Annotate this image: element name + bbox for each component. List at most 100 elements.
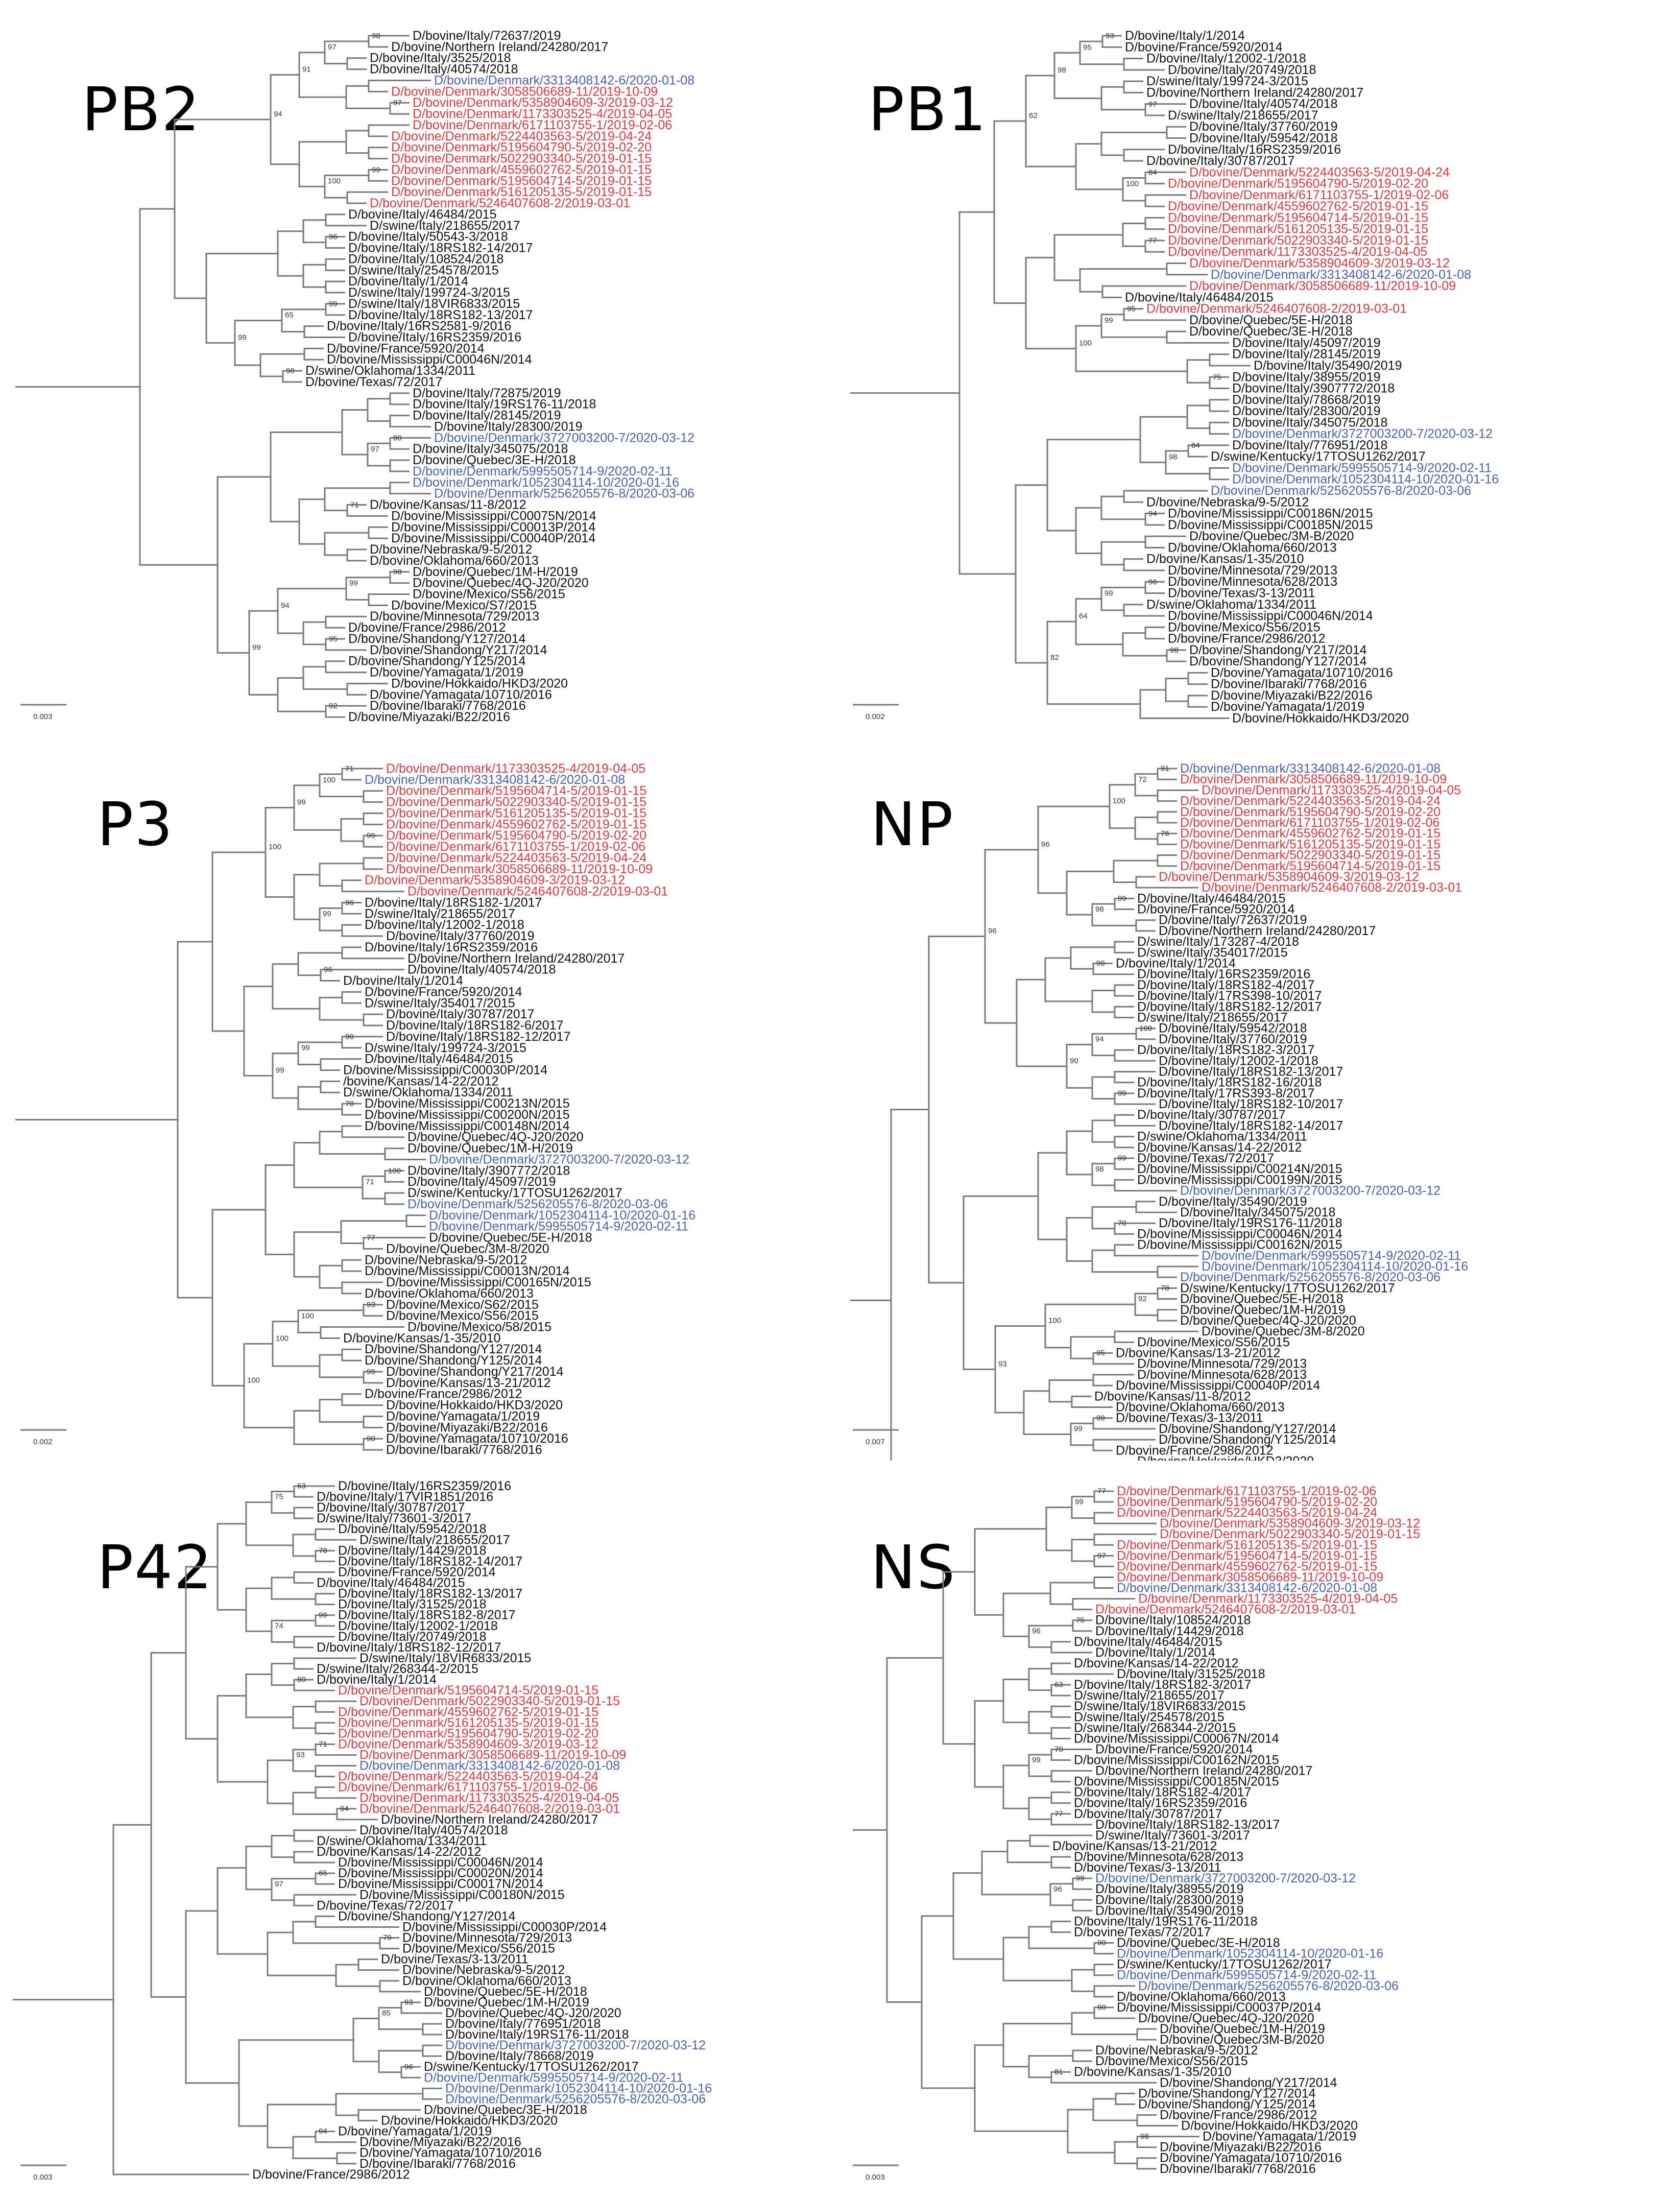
leaf-label: D/bovine/Ibaraki/7768/2016	[1160, 2162, 1316, 2176]
bootstrap-value: 96	[345, 898, 354, 907]
leaf-label: D/bovine/Mississippi/C00200N/2015	[365, 1108, 570, 1122]
leaf-label: D/bovine/Denmark/5256205576-8/2020-03-06	[434, 487, 694, 501]
leaf-label: D/bovine/Denmark/5995505714-9/2020-02-11	[1202, 1249, 1461, 1263]
bootstrap-value: 99	[1096, 1414, 1105, 1422]
bootstrap-value: 94	[274, 110, 282, 118]
leaf-label: D/bovine/Denmark/3727003200-7/2020-03-12	[434, 431, 694, 445]
leaf-label: D/bovine/Hokkaido/HKD3/2020	[1137, 1454, 1314, 1461]
tree-panel-np: NP 91 76 99 99 100 99 99 70 78 95 99 93 72 98 94 98 92 99 1…	[840, 725, 1680, 1461]
leaf-label: D/swine/Kentucky/17TOSU1262/2017	[1180, 1281, 1395, 1295]
leaf-label: D/bovine/Italy/16RS2359/2016	[1074, 1796, 1247, 1810]
tree-diagram: 77 97 75 63 70 77 99 90 90 81 98 99 96 99 96 D/bovine/D…	[853, 1484, 1420, 2182]
scale-bar-label: 0.003	[33, 2173, 53, 2182]
leaf-label: D/bovine/Miyazaki/B22/2016	[1211, 688, 1373, 703]
leaf-label: D/bovine/Shandong/Y217/2014	[370, 643, 547, 657]
leaf-label: D/bovine/Mississippi/C00030P/2014	[343, 1063, 547, 1077]
leaf-label: D/bovine/France/2986/2012	[348, 620, 506, 635]
leaf-label: D/bovine/Kansas/11-8/2012	[370, 498, 526, 512]
leaf-label: D/bovine/Italy/345075/2018	[1232, 415, 1387, 429]
leaf-label: D/bovine/Texas/72/2017	[1074, 1925, 1211, 1939]
leaf-label: D/bovine/Shandong/Y127/2014	[348, 632, 526, 646]
leaf-label: D/bovine/Italy/40574/2018	[407, 963, 556, 977]
leaf-label: D/bovine/Italy/46484/2015	[348, 207, 497, 222]
leaf-label: D/bovine/Denmark/3058506689-11/2019-10-0…	[1180, 772, 1447, 786]
leaf-label: D/bovine/Denmark/4559602762-5/2019-01-15	[391, 162, 652, 177]
leaf-label: D/swine/Italy/354017/2015	[1137, 945, 1288, 960]
panel-title: NS	[871, 1532, 956, 1603]
leaf-label: D/swine/Italy/199724-3/2015	[348, 285, 510, 300]
bootstrap-value: 99	[1105, 316, 1113, 325]
leaf-label: D/bovine/Italy/14429/2018	[1095, 1624, 1244, 1638]
leaf-label: D/bovine/Denmark/4559602762-5/2019-01-15	[338, 1705, 598, 1719]
leaf-label: D/bovine/Denmark/1052304114-10/2020-01-1…	[445, 2081, 712, 2095]
leaf-label: D/swine/Oklahoma/1334/2011	[305, 364, 475, 378]
leaf-label: D/bovine/Mississippi/C00185N/2015	[1168, 518, 1373, 532]
bootstrap-value: 97	[275, 1880, 283, 1889]
bootstrap-value: 97	[393, 99, 402, 107]
bootstrap-value: 99	[1096, 959, 1105, 968]
leaf-label: D/bovine/Italy/1/2014	[348, 274, 468, 289]
leaf-label: D/swine/Italy/73601-3/2017	[1095, 1828, 1250, 1843]
leaf-label: D/bovine/Italy/18RS182-3/2017	[1074, 1678, 1251, 1692]
bootstrap-value: 92	[1138, 1295, 1147, 1303]
leaf-label: D/bovine/Denmark/5995505714-9/2020-02-11	[1232, 461, 1492, 475]
leaf-label: D/bovine/Mississippi/C00186N/2015	[1168, 507, 1373, 521]
bootstrap-value: 95	[1083, 43, 1092, 52]
bootstrap-value: 90	[286, 367, 295, 375]
leaf-label: D/swine/Italy/254578/2015	[348, 263, 499, 277]
bootstrap-value: 96	[1032, 1627, 1041, 1635]
leaf-label: D/bovine/Italy/12002-1/2018	[365, 918, 524, 932]
tree-diagram: 71 99 96 96 90 70 100 77 93 99 90 100 99 99 71 100 99 99 1…	[15, 761, 695, 1457]
leaf-label: D/bovine/Denmark/5195604714-5/2019-01-15	[386, 784, 646, 798]
leaf-label: D/bovine/Kansas/13-21/2012	[1116, 1346, 1280, 1360]
leaf-label: D/bovine/Italy/16RS2359/2016	[338, 1479, 511, 1493]
leaf-label: D/bovine/Denmark/4559602762-5/2019-01-15	[1180, 826, 1441, 841]
leaf-label: D/bovine/Shandong/Y217/2014	[1160, 2075, 1337, 2090]
leaf-label: D/bovine/Italy/37760/2019	[1159, 1032, 1307, 1046]
bootstrap-value: 100	[276, 1334, 289, 1343]
leaf-label: D/bovine/Minnesota/628/2013	[1074, 1850, 1243, 1864]
leaf-label: D/bovine/Italy/18RS182-13/2017	[338, 1587, 522, 1601]
leaf-label: D/bovine/Denmark/4559602762-5/2019-01-15	[1168, 199, 1428, 213]
leaf-label: D/bovine/Italy/37760/2019	[386, 929, 535, 943]
leaf-label: D/bovine/Denmark/3058506689-11/2019-10-0…	[1117, 1570, 1383, 1584]
leaf-label: D/bovine/Quebec/1M-H/2019	[407, 1141, 573, 1156]
leaf-label: D/bovine/Denmark/5246407608-2/2019-03-01	[1146, 302, 1407, 316]
leaf-label: D/bovine/Italy/45097/2019	[1232, 336, 1381, 350]
leaf-label: D/bovine/Denmark/5022903340-5/2019-01-15	[386, 795, 646, 809]
leaf-label: D/bovine/Minnesota/729/2013	[402, 1931, 572, 1945]
branches: 98 97 99 96 99 90 80 71 98 95 92 97 100 65 97 99 91 99 94 9…	[15, 32, 431, 718]
leaf-label: D/bovine/Texas/3-13/2011	[1168, 586, 1315, 600]
leaf-label: D/bovine/Denmark/5022903340-5/2019-01-15	[359, 1694, 620, 1708]
leaf-label: D/bovine/Italy/12002-1/2018	[338, 1619, 498, 1633]
leaf-label: D/bovine/Hokkaido/HKD3/2020	[391, 676, 568, 690]
leaf-label: D/bovine/Italy/46484/2015	[365, 1052, 513, 1066]
leaf-label: D/bovine/Nebraska/9-5/2012	[402, 1963, 565, 1977]
leaf-label: D/bovine/Northern Ireland/24280/2017	[391, 40, 608, 54]
leaf-label: D/bovine/Mexico/S56/2015	[1095, 2054, 1248, 2068]
leaf-label: D/bovine/Denmark/1052304114-10/2020-01-1…	[1117, 1947, 1383, 1961]
branches: 77 97 75 63 70 77 99 90 90 81 98 99 96 99 96	[853, 1487, 1199, 2170]
bootstrap-value: 98	[1169, 452, 1178, 461]
leaf-label: D/bovine/Denmark/3727003200-7/2020-03-12	[1232, 427, 1493, 441]
leaf-label: D/bovine/Shandong/Y125/2014	[1159, 1432, 1336, 1447]
leaf-label: D/bovine/Miyazaki/B22/2016	[359, 2135, 521, 2149]
leaf-label: D/bovine/Mississippi/C00185N/2015	[1074, 1775, 1279, 1789]
bootstrap-value: 99	[1118, 1089, 1126, 1097]
leaf-label: D/bovine/Mississippi/C00165N/2015	[386, 1275, 591, 1289]
leaf-label: D/bovine/Italy/18RS182-13/2017	[1095, 1818, 1280, 1832]
leaf-label: D/bovine/Quebec/3M-B/2020	[1189, 529, 1354, 543]
leaf-label: D/bovine/Denmark/3727003200-7/2020-03-12	[1095, 1871, 1356, 1885]
leaf-label: D/bovine/Mexico/S56/2015	[402, 1942, 555, 1956]
leaf-label: D/bovine/Italy/3525/2018	[370, 51, 511, 65]
bootstrap-value: 99	[301, 1044, 310, 1053]
leaf-label: D/bovine/Yamagata/1/2019	[338, 2124, 492, 2139]
leaf-label: D/bovine/Italy/35490/2019	[1254, 359, 1402, 373]
scale-bar-label: 0.002	[866, 712, 885, 721]
leaf-label: D/bovine/Italy/18RS182-12/2017	[1137, 999, 1322, 1014]
leaf-label: D/bovine/Mississippi/C00199N/2015	[1137, 1173, 1342, 1187]
leaf-label: D/bovine/Shandong/Y217/2014	[386, 1365, 564, 1379]
leaf-label: D/bovine/Texas/3-13/2011	[1074, 1860, 1221, 1875]
leaf-label: D/bovine/Italy/28145/2019	[1232, 347, 1381, 362]
leaf-label: D/bovine/Italy/18RS182-8/2017	[338, 1608, 515, 1622]
